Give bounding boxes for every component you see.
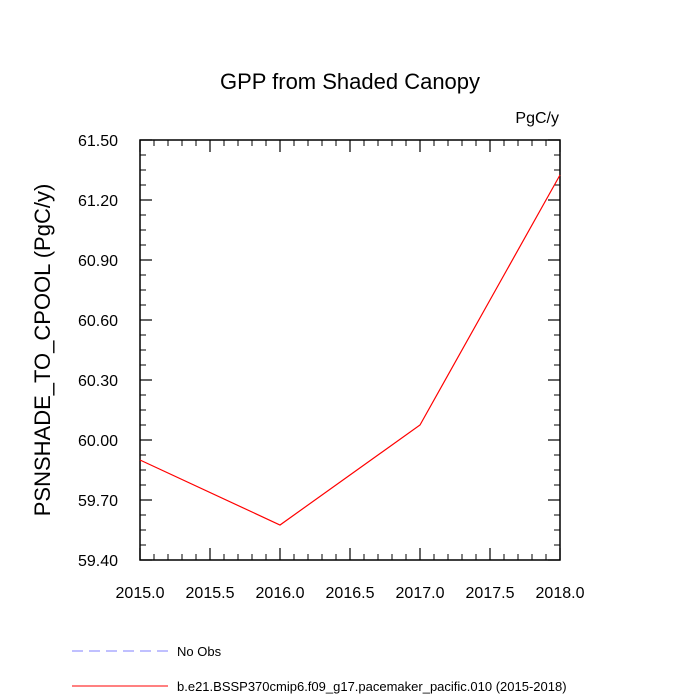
x-tick-label: 2017.0 (396, 585, 445, 602)
plot-frame (139, 139, 561, 561)
x-tick-label: 2015.5 (186, 585, 235, 602)
units-label: PgC/y (515, 110, 559, 127)
y-tick-label: 60.90 (78, 253, 118, 270)
x-tick-label: 2018.0 (536, 585, 585, 602)
legend-label: b.e21.BSSP370cmip6.f09_g17.pacemaker_pac… (177, 679, 567, 694)
y-tick-label: 61.50 (78, 133, 118, 150)
y-axis-label: PSNSHADE_TO_CPOOL (PgC/y) (30, 184, 55, 517)
chart-title: GPP from Shaded Canopy (220, 69, 480, 94)
y-tick-label: 60.00 (78, 433, 118, 450)
x-tick-label: 2016.5 (326, 585, 375, 602)
plot-area: 2015.0 2015.5 2016.0 2016.5 2017.0 2017.5 2018… (78, 133, 585, 602)
y-tick-label: 60.30 (78, 373, 118, 390)
x-tick-label: 2015.0 (116, 585, 165, 602)
x-tick-label: 2017.5 (466, 585, 515, 602)
legend: No Obs b.e21.BSSP370cmip6.f09_g17.pacemak… (72, 644, 567, 694)
x-tick-label: 2016.0 (256, 585, 305, 602)
y-tick-label: 60.60 (78, 313, 118, 330)
y-tick-label: 59.40 (78, 553, 118, 570)
y-tick-label: 61.20 (78, 193, 118, 210)
y-tick-label: 59.70 (78, 493, 118, 510)
series-line (139, 174, 561, 526)
legend-label: No Obs (177, 644, 222, 659)
